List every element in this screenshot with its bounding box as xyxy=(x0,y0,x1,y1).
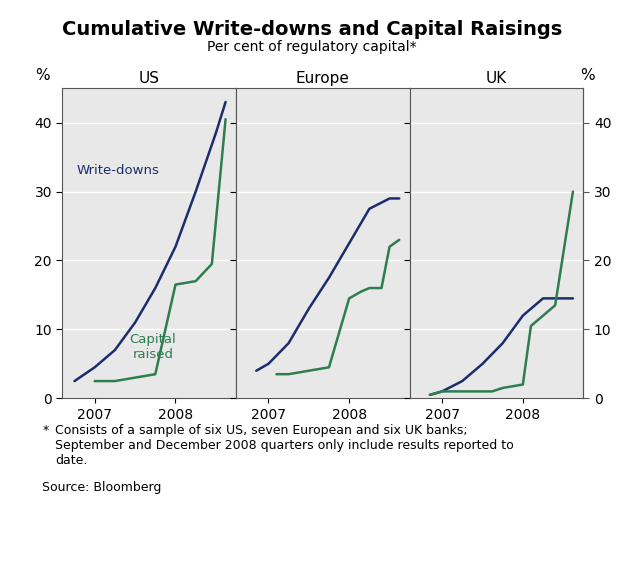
Text: Consists of a sample of six US, seven European and six UK banks;
September and D: Consists of a sample of six US, seven Eu… xyxy=(55,424,514,467)
Title: US: US xyxy=(139,71,160,86)
Title: UK: UK xyxy=(486,71,507,86)
Text: Cumulative Write-downs and Capital Raisings: Cumulative Write-downs and Capital Raisi… xyxy=(62,20,562,39)
Text: %: % xyxy=(580,68,595,83)
Title: Europe: Europe xyxy=(296,71,350,86)
Text: Write-downs: Write-downs xyxy=(77,164,160,178)
Text: Per cent of regulatory capital*: Per cent of regulatory capital* xyxy=(207,40,417,54)
Text: *: * xyxy=(42,424,49,437)
Text: Capital
raised: Capital raised xyxy=(130,333,176,361)
Text: Source: Bloomberg: Source: Bloomberg xyxy=(42,481,162,494)
Text: %: % xyxy=(35,68,50,83)
